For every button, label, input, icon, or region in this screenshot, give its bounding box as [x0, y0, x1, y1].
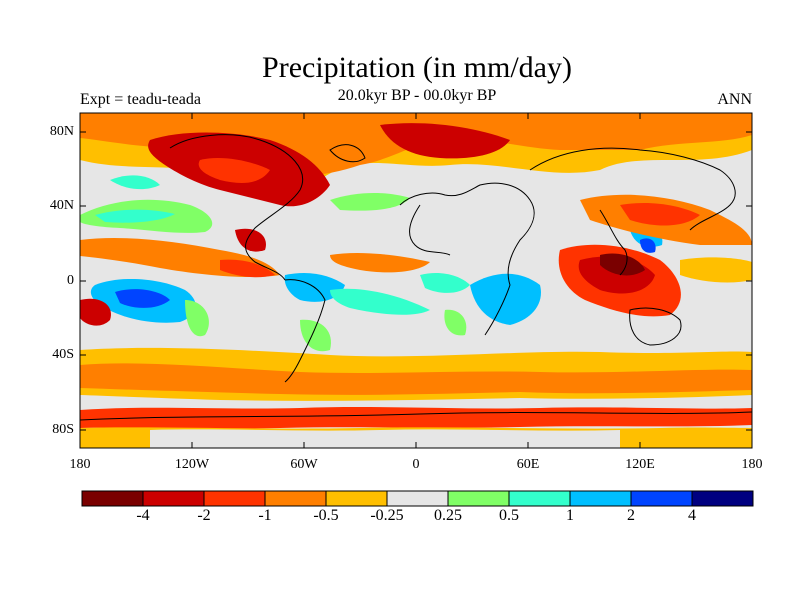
lat-label-40s: 40S	[52, 347, 74, 362]
lat-label-80n: 80N	[49, 124, 74, 139]
colorbar-swatch	[264, 490, 327, 507]
colorbar-swatch	[325, 490, 388, 507]
colorbar-swatch	[81, 490, 144, 507]
lat-label-0: 0	[67, 273, 74, 288]
lon-label-180e: 180	[741, 457, 763, 472]
colorbar-label: -4	[136, 507, 150, 524]
precipitation-field	[80, 113, 752, 448]
time-range-label: 20.0kyr BP - 00.0kyr BP	[337, 87, 497, 104]
map-title: Precipitation (in mm/day)	[262, 51, 572, 84]
colorbar-label: 4	[688, 507, 696, 524]
colorbar-swatch	[142, 490, 205, 507]
lon-label-60w: 60W	[290, 457, 318, 472]
colorbar-swatch	[630, 490, 693, 507]
lon-label-0: 0	[412, 457, 420, 472]
colorbar-label: -0.5	[313, 507, 339, 524]
lon-label-180w: 180	[69, 457, 91, 472]
experiment-label: Expt = teadu-teada	[80, 91, 201, 108]
colorbar-swatch	[447, 490, 510, 507]
colorbar-label: 0.5	[499, 507, 519, 524]
colorbar-label: -0.25	[370, 507, 404, 524]
season-label: ANN	[717, 91, 752, 108]
lon-ticks	[191, 113, 641, 448]
colorbar-label: 0.25	[434, 507, 462, 524]
colorbar-swatch	[386, 490, 449, 507]
colorbar-swatch	[569, 490, 632, 507]
colorbar-label: -1	[258, 507, 272, 524]
coastlines	[80, 134, 752, 421]
lon-label-120e: 120E	[625, 457, 655, 472]
lat-label-80s: 80S	[52, 422, 74, 437]
colorbar-swatch	[203, 490, 266, 507]
colorbar-swatch	[691, 490, 754, 507]
colorbar-label: -2	[197, 507, 211, 524]
lon-label-120w: 120W	[174, 457, 210, 472]
lat-ticks	[80, 131, 752, 431]
colorbar-swatch	[508, 490, 571, 507]
colorbar	[81, 490, 754, 507]
lon-label-60e: 60E	[516, 457, 540, 472]
lat-label-40n: 40N	[49, 198, 74, 213]
colorbar-label: 1	[566, 507, 574, 524]
colorbar-label: 2	[627, 507, 635, 524]
